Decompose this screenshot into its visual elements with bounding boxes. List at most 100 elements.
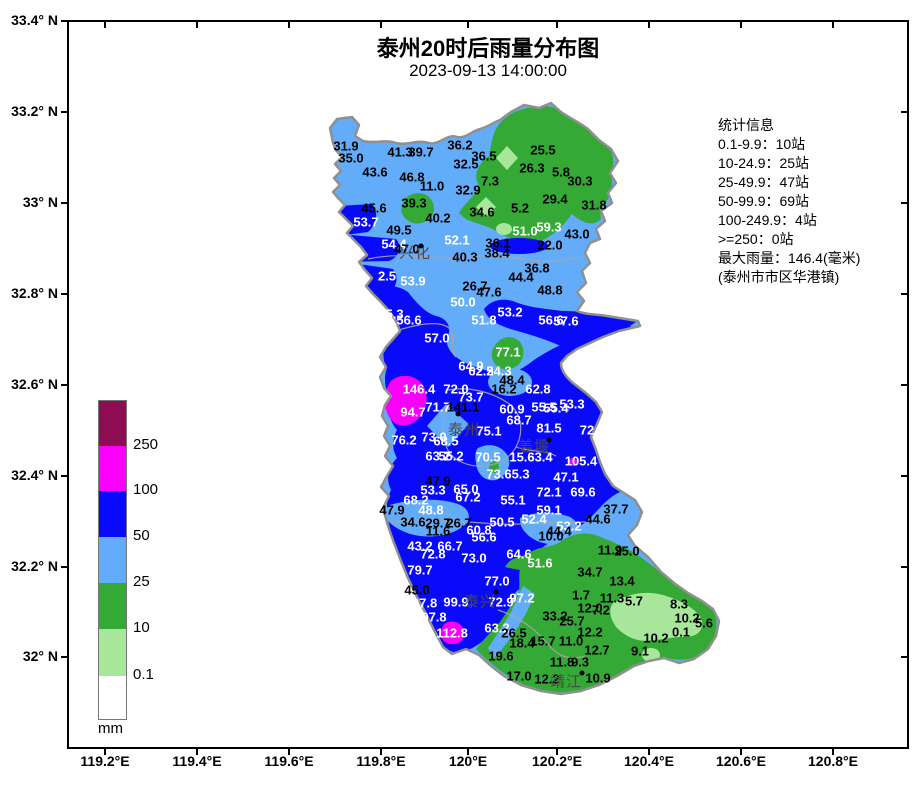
station-rainfall-label: 48.4 [499,372,525,388]
station-rainfall-label: 45.6 [361,200,387,216]
legend-segment [99,537,126,583]
stats-line: 100-249.9：4站 [718,212,817,228]
stats-lines: 0.1-9.9：10站 10-24.9：25站 25-49.9：47站 50-99.9… [718,135,913,287]
y-axis-tick-right [901,202,908,204]
station-rainfall-label: 34.7 [577,564,603,580]
page-title: 泰州20时后雨量分布图 [376,36,600,61]
station-rainfall-label: 30.3 [567,173,593,189]
stats-line: >=250：0站 [718,231,794,247]
station-rainfall-label: 55.2 [438,448,464,464]
legend-segment [99,401,126,446]
station-rainfall-label: 63.4 [527,449,553,465]
station-rainfall-label: 36.8 [524,260,550,276]
legend-segment [99,491,126,537]
y-axis-label: 33.4° N [11,12,58,28]
x-axis-tick [467,748,469,755]
station-rainfall-label: 7.3 [480,173,500,189]
station-rainfall-label: 44.4 [508,269,534,285]
station-rainfall-label: 12.7 [584,642,610,658]
stats-line: 10-24.9：25站 [718,155,810,171]
y-axis-tick [61,475,68,477]
station-rainfall-label: 55.4 [543,400,569,416]
station-rainfall-label: 53.2 [497,304,523,320]
y-axis-label: 33° N [22,194,58,210]
legend-segment [99,583,126,629]
station-rainfall-label: 25.0 [614,543,640,559]
station-rainfall-label: 5.7 [624,593,644,609]
station-rainfall-label: 8.3 [669,596,689,612]
station-rainfall-label: 77.1 [495,344,521,360]
station-rainfall-label: 53.3 [420,482,446,498]
station-rainfall-label: 39.7 [408,144,434,160]
station-rainfall-label: 29.7 [425,515,451,531]
station-rainfall-label: 59.1 [536,502,562,518]
station-rainfall-label: 35.0 [338,150,364,166]
y-axis-tick [61,656,68,658]
station-rainfall-label: 9.1 [630,643,650,659]
x-axis-label: 119.4°E [172,753,222,769]
station-rainfall-label: 50.5 [489,514,515,530]
station-rainfall-label: 52.4 [521,511,547,527]
station-rainfall-label: 68.2 [403,492,429,508]
x-axis-tick [648,748,650,755]
station-rainfall-label: 48.8 [537,282,563,298]
city-marker-dot [455,411,461,417]
y-axis-label: 32.6° N [11,376,58,392]
city-name-label: 泰兴 [463,593,497,611]
y-axis-label: 32.8° N [11,285,58,301]
station-rainfall-label: 44.6 [585,511,611,527]
station-rainfall-label: 49.5 [386,222,412,238]
station-rainfall-label: 12.2 [577,624,603,640]
station-rainfall-label: 2.5 [377,268,397,284]
station-rainfall-label: 105.4 [564,453,598,469]
plot-border [67,20,909,749]
station-rainfall-label: 15.7 [530,633,556,649]
y-axis-tick-right [901,111,908,113]
station-rainfall-label: 10.0 [538,528,564,544]
station-rainfall-label: 60.8 [466,522,492,538]
station-rainfall-label: 17.0 [506,668,532,684]
x-axis-tick-top [648,21,650,28]
station-rainfall-label: 13.4 [609,573,635,589]
station-rainfall-label: 32.9 [455,182,481,198]
station-rainfall-label: 47.1 [553,469,579,485]
station-rainfall-label: 73.0 [421,429,447,445]
station-rainfall-label: 11.6 [425,523,451,539]
stats-line: 25-49.9：47站 [718,174,810,190]
station-rainfall-label: 62.2 [468,363,494,379]
legend-segment [99,446,126,491]
station-rainfall-label: 46.8 [399,169,425,185]
station-rainfall-label: 81.5 [536,420,562,436]
station-rainfall-label: 36.5 [471,148,497,164]
stats-line: 50-99.9：69站 [718,193,810,209]
station-rainfall-label: 51.6 [527,555,553,571]
station-rainfall-label: 10.2 [643,630,669,646]
x-axis-tick-top [196,21,198,28]
station-rainfall-label: 68.7 [506,412,532,428]
station-rainfall-label: 31.9 [333,138,359,154]
station-rainfall-label: 99.9 [443,594,469,610]
station-rainfall-label: 54.3 [486,363,512,379]
y-axis-label: 32.2° N [11,558,58,574]
x-axis-tick-top [467,21,469,28]
station-rainfall-label: 63.2 [484,620,510,636]
station-rainfall-label: 64.9 [458,358,484,374]
x-axis-label: 119.2°E [80,753,130,769]
station-rainfall-label: 48.8 [418,502,444,518]
station-rainfall-label: 94.7 [400,404,426,420]
station-rainfall-label: 31.8 [581,197,607,213]
legend-threshold-label: 250 [133,436,159,453]
stats-line: 0.1-9.9：10站 [718,136,806,152]
x-axis-label: 120.8°E [808,753,858,769]
y-axis-tick [61,566,68,568]
station-rainfall-label: 25.5 [530,142,556,158]
station-rainfall-label: 52.1 [444,232,470,248]
x-axis-tick-top [380,21,382,28]
station-rainfall-label: 51.0 [512,223,538,239]
station-rainfall-label: 53.9 [400,273,426,289]
station-rainfall-label: 97.8 [421,609,447,625]
stats-line: 最大雨量：146.4(毫米) [718,250,861,266]
x-axis-tick [556,748,558,755]
city-marker-dot [579,670,585,676]
